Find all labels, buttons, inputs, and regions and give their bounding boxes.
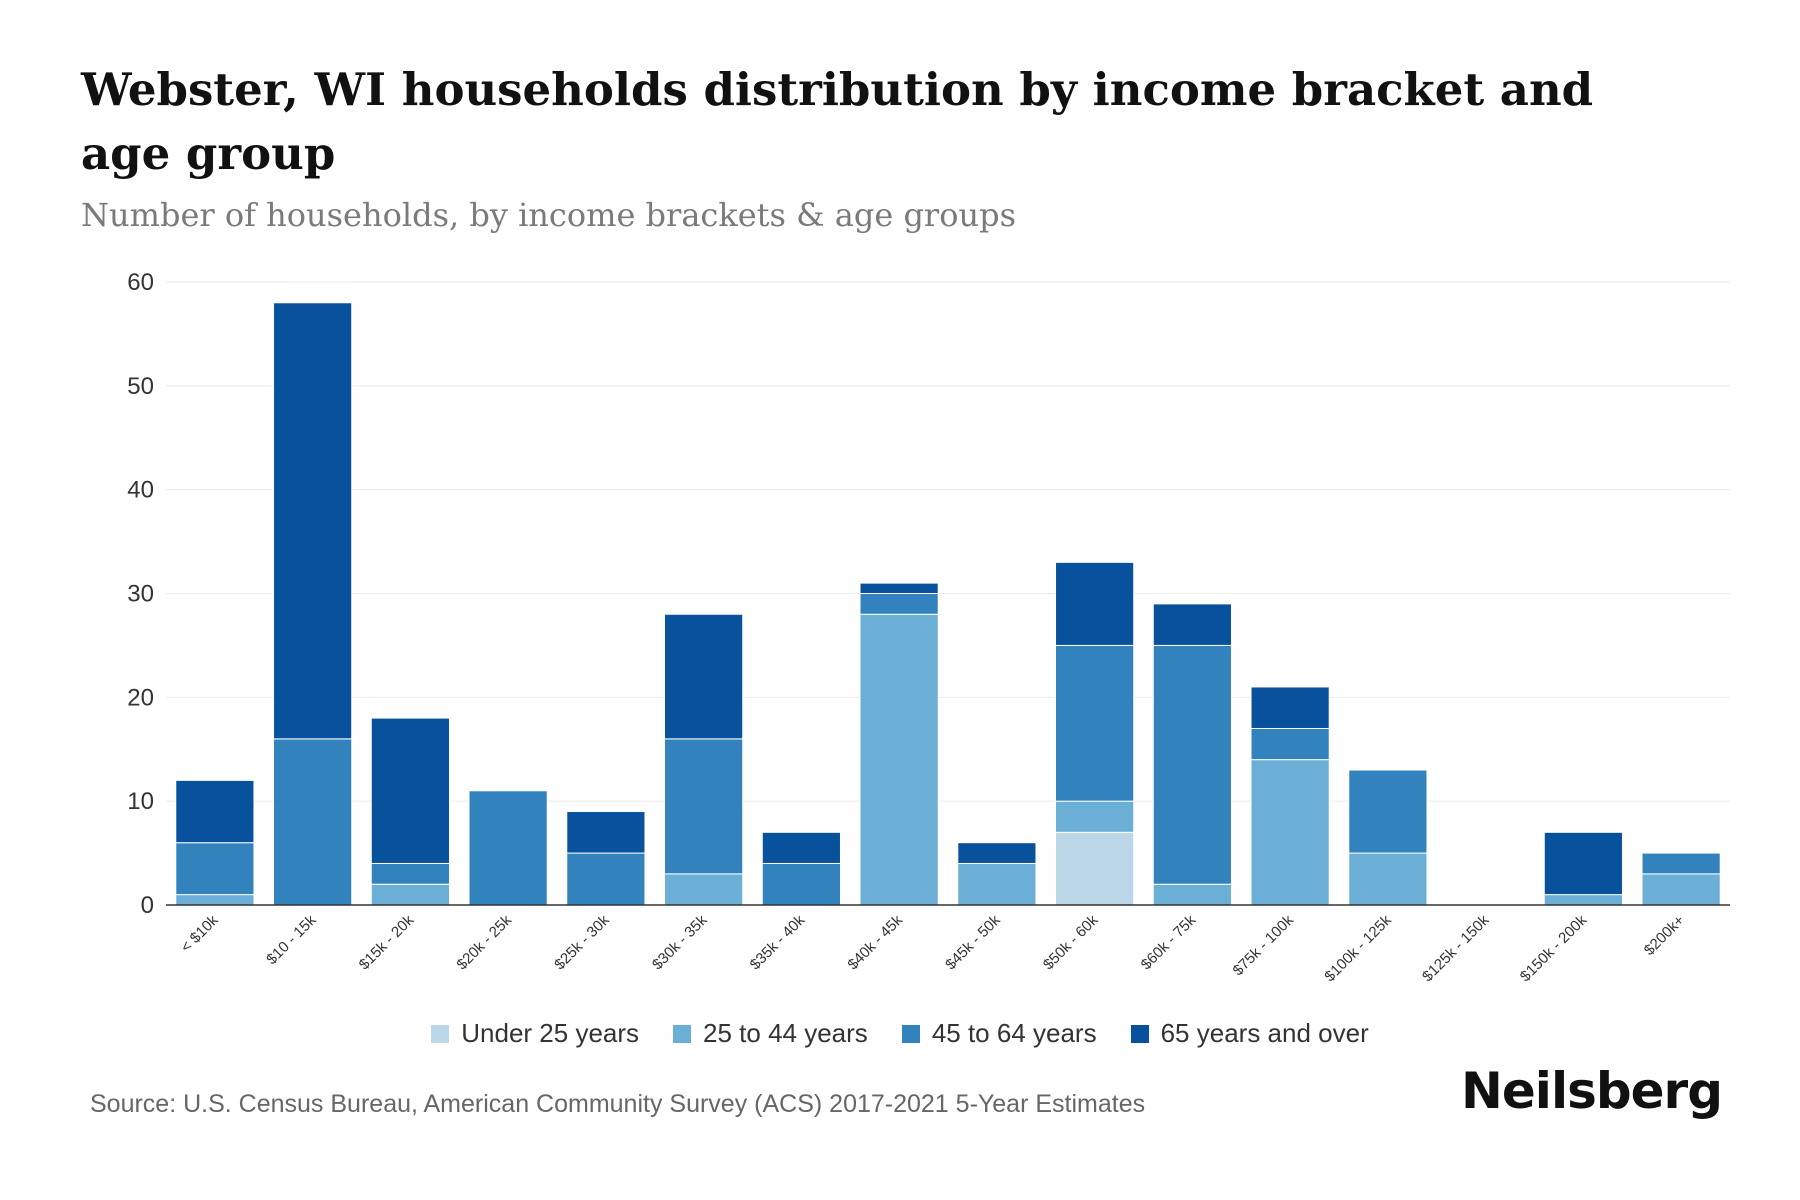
bar-segment-8-1	[957, 862, 1037, 906]
bar-segment-0-2	[175, 842, 255, 896]
x-tick-label-9: $50k - 60k	[1040, 911, 1102, 973]
legend-item-65-over: 65 years and over	[1130, 1018, 1369, 1049]
bar-segment-2-3	[370, 717, 450, 864]
bar-segment-15-1	[1641, 873, 1721, 906]
x-tick-label-14: $150k - 200k	[1517, 911, 1591, 985]
bar-layer	[175, 302, 1721, 906]
bar-segment-7-1	[859, 613, 939, 906]
y-tick-label-30: 30	[127, 581, 154, 608]
brand-logo: Neilsberg	[1461, 1062, 1723, 1120]
bar-segment-4-3	[566, 811, 646, 854]
source-note: Source: U.S. Census Bureau, American Com…	[90, 1090, 1146, 1118]
legend-label-25-44: 25 to 44 years	[703, 1018, 868, 1048]
legend-label-65-over: 65 years and over	[1160, 1018, 1369, 1048]
bar-segment-7-2	[859, 593, 939, 615]
bar-segment-10-2	[1152, 644, 1232, 885]
bar-segment-1-3	[273, 302, 353, 740]
bar-segment-4-2	[566, 852, 646, 906]
chart-subtitle: Number of households, by income brackets…	[81, 196, 1016, 234]
bar-segment-0-3	[175, 779, 255, 844]
legend: Under 25 years 25 to 44 years 45 to 64 y…	[0, 1018, 1800, 1049]
bar-segment-9-3	[1055, 561, 1135, 646]
legend-swatch-45-64	[901, 1024, 920, 1043]
bar-segment-1-2	[273, 738, 353, 906]
legend-label-45-64: 45 to 64 years	[931, 1018, 1097, 1048]
bar-segment-11-2	[1250, 727, 1330, 761]
bar-segment-7-3	[859, 582, 939, 594]
bar-segment-2-1	[370, 883, 450, 906]
x-tick-label-0: < $10k	[178, 911, 223, 956]
bar-segment-12-2	[1348, 769, 1428, 854]
chart-title: Webster, WI households distribution by i…	[81, 63, 1594, 180]
bar-segment-14-3	[1543, 831, 1623, 896]
y-tick-label-40: 40	[127, 477, 154, 504]
y-tick-label-20: 20	[127, 684, 154, 711]
x-tick-label-8: $45k - 50k	[942, 911, 1004, 973]
stacked-bar-chart: 0 10 20 30 40 50 60 < $10k $10 - 15k $15k - 20k $2…	[127, 269, 1730, 985]
x-tick-label-10: $60k - 75k	[1138, 911, 1200, 973]
x-tick-label-1: $10 - 15k	[263, 911, 320, 968]
x-tick-label-2: $15k - 20k	[356, 911, 418, 973]
bar-segment-9-0	[1055, 831, 1135, 906]
bar-segment-9-2	[1055, 644, 1135, 802]
bar-segment-11-1	[1250, 759, 1330, 906]
x-tick-label-15: $200k+	[1641, 912, 1688, 959]
x-tick-label-3: $20k - 25k	[453, 911, 515, 973]
y-tick-label-10: 10	[127, 788, 154, 815]
legend-item-45-64: 45 to 64 years	[901, 1018, 1097, 1049]
legend-label-under-25: Under 25 years	[461, 1018, 640, 1048]
bar-segment-5-3	[664, 613, 744, 740]
bar-segment-3-2	[468, 790, 548, 906]
bar-segment-0-1	[175, 894, 255, 906]
y-tick-label-0: 0	[141, 892, 154, 919]
x-tick-label-11: $75k - 100k	[1230, 911, 1298, 979]
bar-segment-5-1	[664, 873, 744, 906]
legend-item-under-25: Under 25 years	[431, 1018, 639, 1049]
bar-segment-6-3	[761, 831, 841, 864]
bar-segment-6-2	[761, 862, 841, 906]
x-tick-label-12: $100k - 125k	[1321, 911, 1395, 985]
bar-segment-5-2	[664, 738, 744, 875]
legend-item-25-44: 25 to 44 years	[673, 1018, 868, 1049]
bar-segment-10-1	[1152, 883, 1232, 906]
x-tick-label-5: $30k - 35k	[649, 911, 711, 973]
bar-segment-10-3	[1152, 603, 1232, 646]
bar-segment-12-1	[1348, 852, 1428, 906]
grid-layer	[166, 281, 1730, 802]
bar-segment-14-1	[1543, 894, 1623, 906]
bar-segment-11-3	[1250, 686, 1330, 729]
bar-segment-8-3	[957, 842, 1037, 864]
legend-swatch-65-over	[1130, 1024, 1149, 1043]
bar-segment-9-1	[1055, 800, 1135, 833]
y-tick-label-60: 60	[127, 269, 154, 296]
x-tick-label-13: $125k - 150k	[1419, 911, 1493, 985]
x-tick-label-4: $25k - 30k	[551, 911, 613, 973]
y-tick-label-50: 50	[127, 373, 154, 400]
bar-segment-2-2	[370, 862, 450, 885]
legend-swatch-under-25	[431, 1024, 450, 1043]
x-tick-label-7: $40k - 45k	[844, 911, 906, 973]
legend-swatch-25-44	[673, 1024, 692, 1043]
x-tick-label-6: $35k - 40k	[747, 911, 809, 973]
bar-segment-15-2	[1641, 852, 1721, 875]
